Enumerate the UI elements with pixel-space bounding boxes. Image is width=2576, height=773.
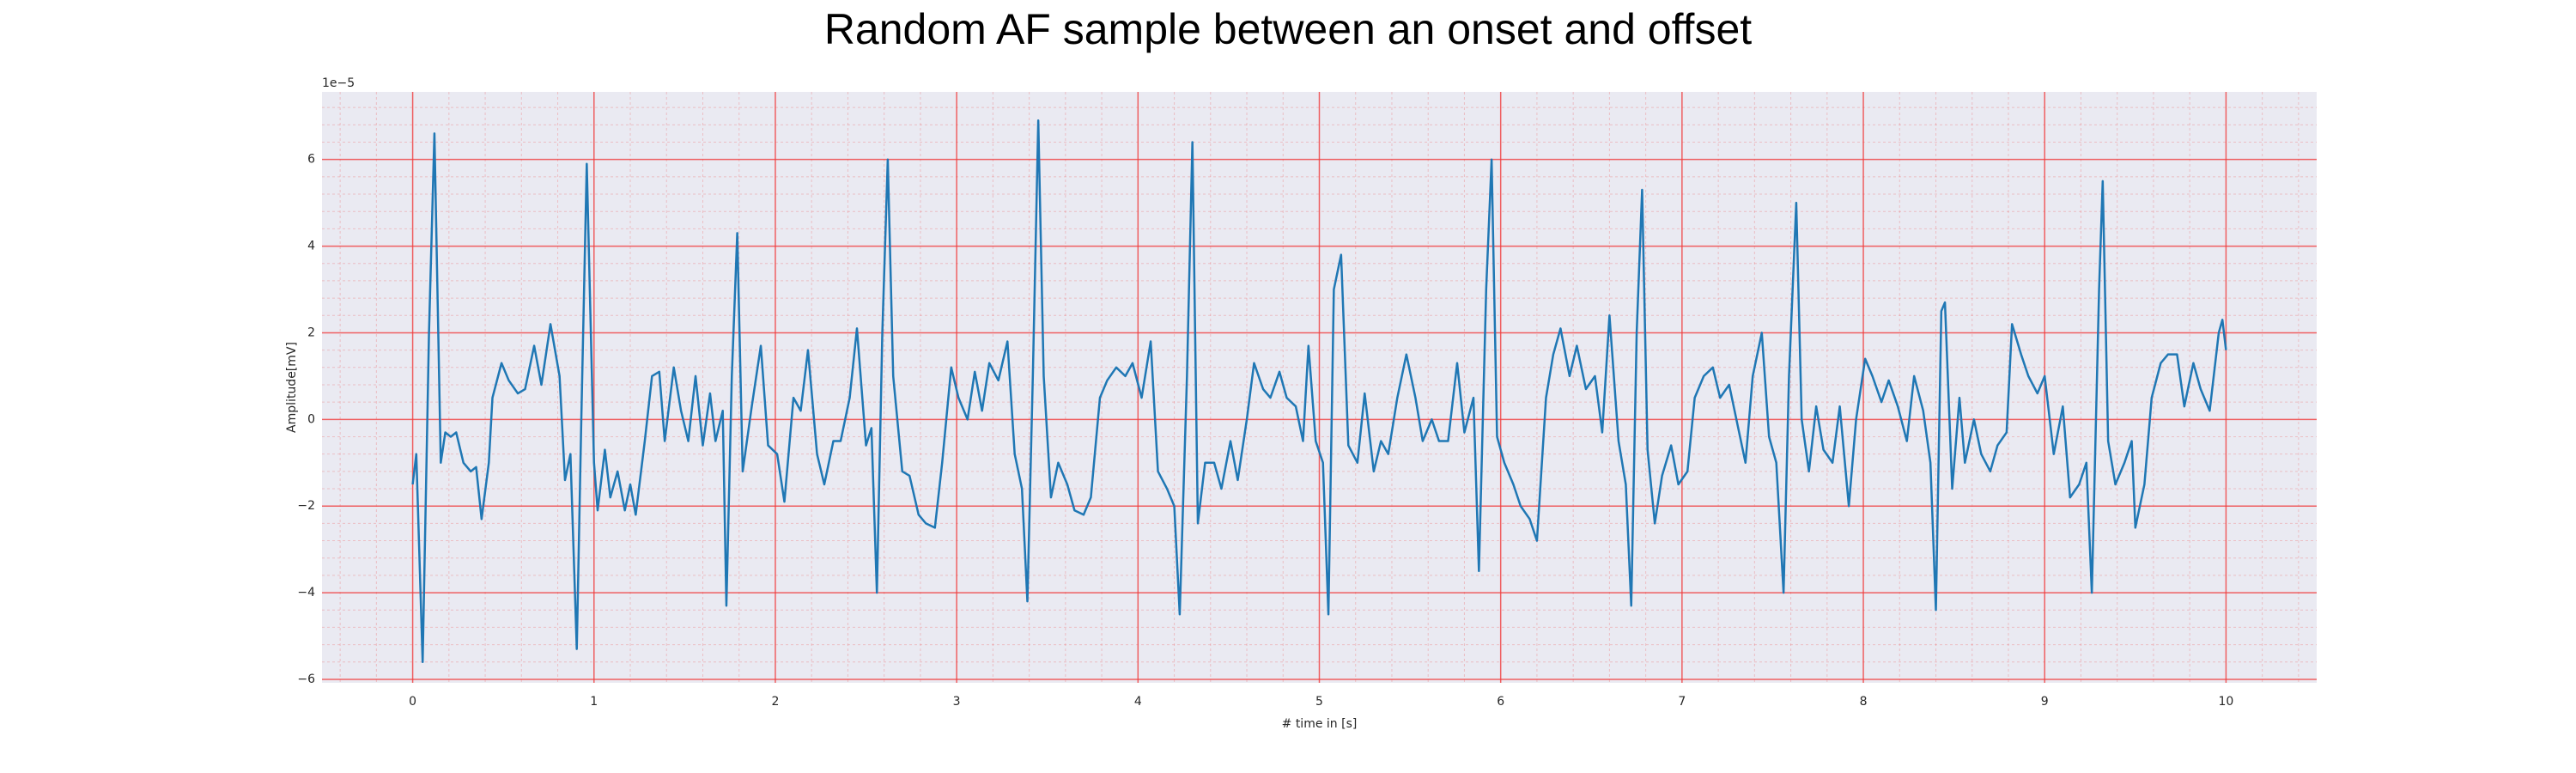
x-tick-label: 1 bbox=[590, 695, 598, 709]
x-axis-label: # time in [s] bbox=[1282, 717, 1358, 731]
x-tick-label: 2 bbox=[771, 695, 779, 709]
y-tick-label: −2 bbox=[297, 499, 315, 513]
x-tick-label: 5 bbox=[1315, 695, 1323, 709]
x-tick-label: 4 bbox=[1134, 695, 1142, 709]
chart-title: Random AF sample between an onset and of… bbox=[824, 5, 1752, 53]
y-tick-label: 2 bbox=[307, 326, 315, 339]
y-tick-label: 6 bbox=[307, 153, 315, 167]
x-tick-label: 8 bbox=[1860, 695, 1868, 709]
signal-line bbox=[411, 119, 2227, 664]
x-tick-label: 0 bbox=[409, 695, 416, 709]
y-tick-label: 4 bbox=[307, 240, 315, 253]
x-tick-label: 3 bbox=[953, 695, 961, 709]
x-tick-label: 6 bbox=[1497, 695, 1504, 709]
y-offset-label: 1e−5 bbox=[322, 76, 355, 90]
x-tick-label: 7 bbox=[1678, 695, 1686, 709]
y-tick-label: −6 bbox=[297, 673, 315, 686]
y-tick-label: −4 bbox=[297, 586, 315, 600]
y-tick-label: 0 bbox=[307, 412, 315, 426]
y-axis-label: Amplitude[mV] bbox=[285, 342, 299, 433]
x-tick-label: 10 bbox=[2218, 695, 2233, 709]
x-tick-label: 9 bbox=[2041, 695, 2049, 709]
